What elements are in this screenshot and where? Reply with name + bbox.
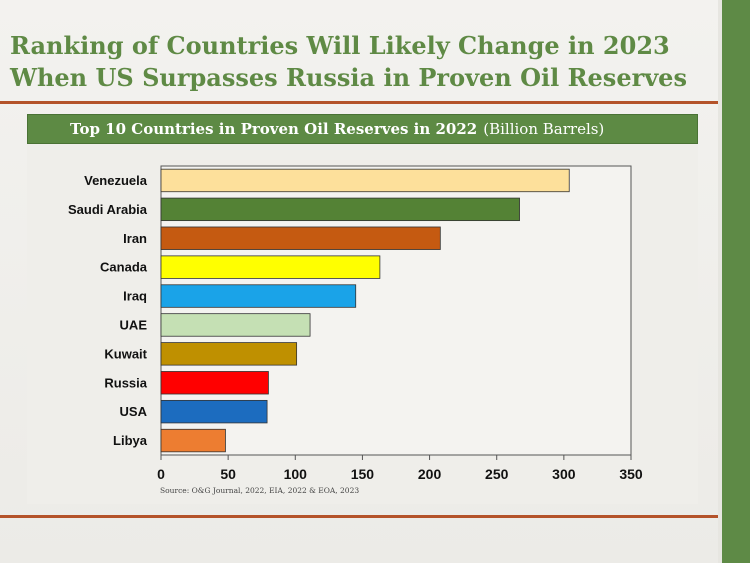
chart-source-note: Source: O&G Journal, 2022, EIA, 2022 & E… [160, 486, 360, 495]
category-label: Iraq [123, 289, 147, 304]
chart-title: Top 10 Countries in Proven Oil Reserves … [70, 120, 478, 138]
chart-title-banner: Top 10 Countries in Proven Oil Reserves … [27, 114, 698, 144]
category-label: Libya [113, 433, 148, 448]
category-label: Saudi Arabia [68, 202, 148, 217]
category-label: UAE [120, 317, 148, 332]
bar-iraq [160, 284, 357, 308]
x-tick-label: 350 [619, 466, 643, 482]
x-tick-label: 50 [220, 466, 236, 482]
category-label: USA [120, 404, 148, 419]
x-tick-label: 200 [418, 466, 442, 482]
x-tick-label: 0 [157, 466, 165, 482]
top-divider [0, 101, 718, 104]
bar-iran [160, 226, 441, 250]
slide-title-line-2: When US Surpasses Russia in Proven Oil R… [10, 63, 687, 92]
chart-unit-label: (Billion Barrels) [483, 120, 605, 138]
bar-kuwait [160, 342, 298, 366]
bar-libya [160, 428, 226, 453]
category-label: Venezuela [84, 173, 148, 188]
category-label: Kuwait [104, 346, 147, 361]
x-tick-label: 300 [552, 466, 576, 482]
slide-title: Ranking of Countries Will Likely Change … [10, 30, 710, 94]
slide-title-line-1: Ranking of Countries Will Likely Change … [10, 31, 670, 60]
side-accent-bar [722, 0, 750, 563]
x-tick-label: 100 [284, 466, 308, 482]
bar-uae [160, 313, 311, 337]
bar-russia [160, 371, 269, 395]
category-label: Canada [100, 260, 148, 275]
category-label: Russia [104, 375, 147, 390]
side-bar-edge [718, 0, 722, 563]
bar-saudi-arabia [160, 197, 520, 222]
x-tick-label: 150 [351, 466, 375, 482]
bottom-divider [0, 515, 718, 518]
category-label: Iran [123, 231, 147, 246]
bar-venezuela [160, 168, 570, 193]
bar-usa [160, 399, 268, 424]
bar-canada [160, 255, 381, 279]
x-tick-label: 250 [485, 466, 509, 482]
